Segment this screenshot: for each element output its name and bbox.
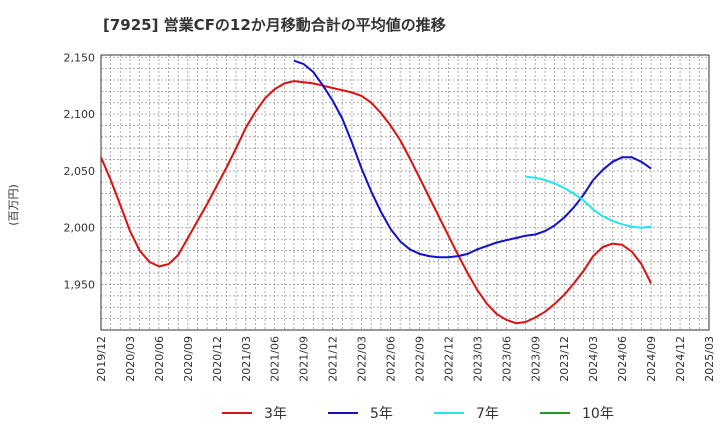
x-tick-label: 2020/12 <box>211 336 224 382</box>
x-tick-label: 2023/06 <box>500 336 513 382</box>
series-line <box>100 80 652 325</box>
grid-layer <box>101 55 709 330</box>
y-tick-label: 2,000 <box>64 222 96 235</box>
x-tick-label: 2024/12 <box>674 336 687 382</box>
plot-area <box>100 54 710 331</box>
y-tick-labels: 1,950 2,000 2,050 2,100 2,150 <box>64 51 96 291</box>
x-tick-label: 2020/03 <box>124 336 137 382</box>
x-tick-label: 2023/09 <box>529 336 542 382</box>
x-tick-label: 2023/03 <box>471 336 484 382</box>
series-layer <box>100 59 652 325</box>
x-tick-label: 2024/06 <box>616 336 629 382</box>
x-tick-label: 2021/12 <box>327 336 340 382</box>
x-tick-label: 2022/06 <box>385 336 398 382</box>
legend-label: 3年 <box>264 406 287 422</box>
y-tick-label: 2,050 <box>64 165 96 178</box>
series-line <box>525 175 652 229</box>
x-tick-label: 2023/12 <box>558 336 571 382</box>
y-tick-label: 1,950 <box>64 279 96 292</box>
x-tick-label: 2024/03 <box>587 336 600 382</box>
x-tick-label: 2021/03 <box>240 336 253 382</box>
y-tick-label: 2,150 <box>64 51 96 64</box>
x-tick-label: 2024/09 <box>645 336 658 382</box>
x-tick-labels: 2019/12 2020/03 2020/06 2020/09 2020/12 2021/… <box>95 336 716 382</box>
x-tick-label: 2022/12 <box>442 336 455 382</box>
x-tick-label: 2020/06 <box>153 336 166 382</box>
x-tick-label: 2020/09 <box>182 336 195 382</box>
x-tick-label: 2025/03 <box>703 336 716 382</box>
x-tick-label: 2019/12 <box>95 336 108 382</box>
legend-label: 7年 <box>476 406 499 422</box>
y-axis-label: (百万円) <box>7 184 20 226</box>
x-tick-label: 2021/06 <box>269 336 282 382</box>
x-tick-label: 2022/03 <box>356 336 369 382</box>
series-line <box>293 59 652 259</box>
x-tick-label: 2021/09 <box>298 336 311 382</box>
x-tick-label: 2022/09 <box>413 336 426 382</box>
chart-title: [7925] 営業CFの12か月移動合計の平均値の推移 <box>103 16 446 34</box>
legend: 3年 5年 7年 10年 <box>222 406 614 422</box>
y-tick-label: 2,100 <box>64 108 96 121</box>
legend-label: 5年 <box>370 406 393 422</box>
legend-label: 10年 <box>582 406 614 422</box>
